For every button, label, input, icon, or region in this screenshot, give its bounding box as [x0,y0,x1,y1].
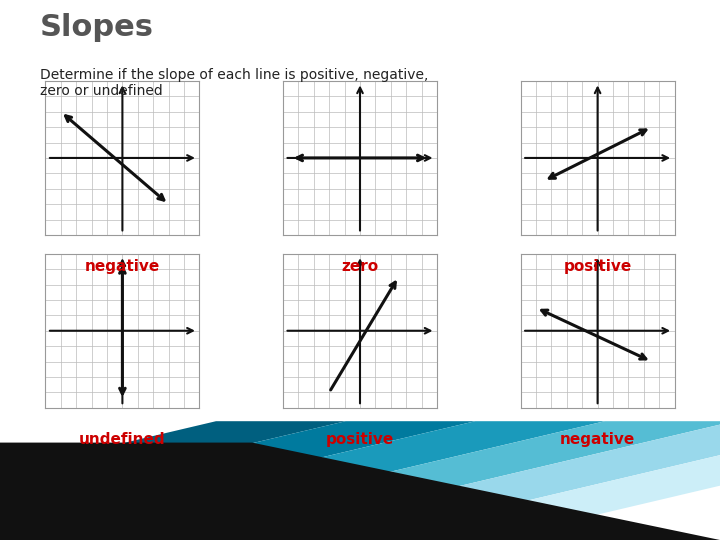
Polygon shape [0,421,475,540]
Text: Determine if the slope of each line is positive, negative,
zero or undefined: Determine if the slope of each line is p… [40,68,428,98]
Text: undefined: undefined [79,432,166,447]
Text: zero: zero [341,259,379,274]
Polygon shape [360,421,720,540]
Polygon shape [0,421,605,540]
Text: positive: positive [326,432,394,447]
Text: positive: positive [564,259,631,274]
Text: negative: negative [560,432,635,447]
Polygon shape [0,443,720,540]
Polygon shape [230,421,720,540]
Text: Slopes: Slopes [40,14,153,43]
Polygon shape [101,421,720,540]
Text: negative: negative [85,259,160,274]
Polygon shape [0,421,346,540]
